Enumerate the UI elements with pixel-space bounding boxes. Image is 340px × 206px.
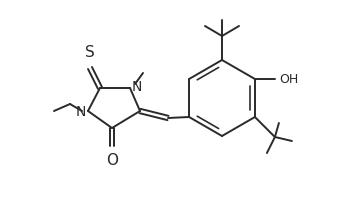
Text: N: N [75,105,86,119]
Text: OH: OH [279,73,298,85]
Text: S: S [85,45,95,60]
Text: N: N [132,80,142,94]
Text: O: O [106,153,118,168]
